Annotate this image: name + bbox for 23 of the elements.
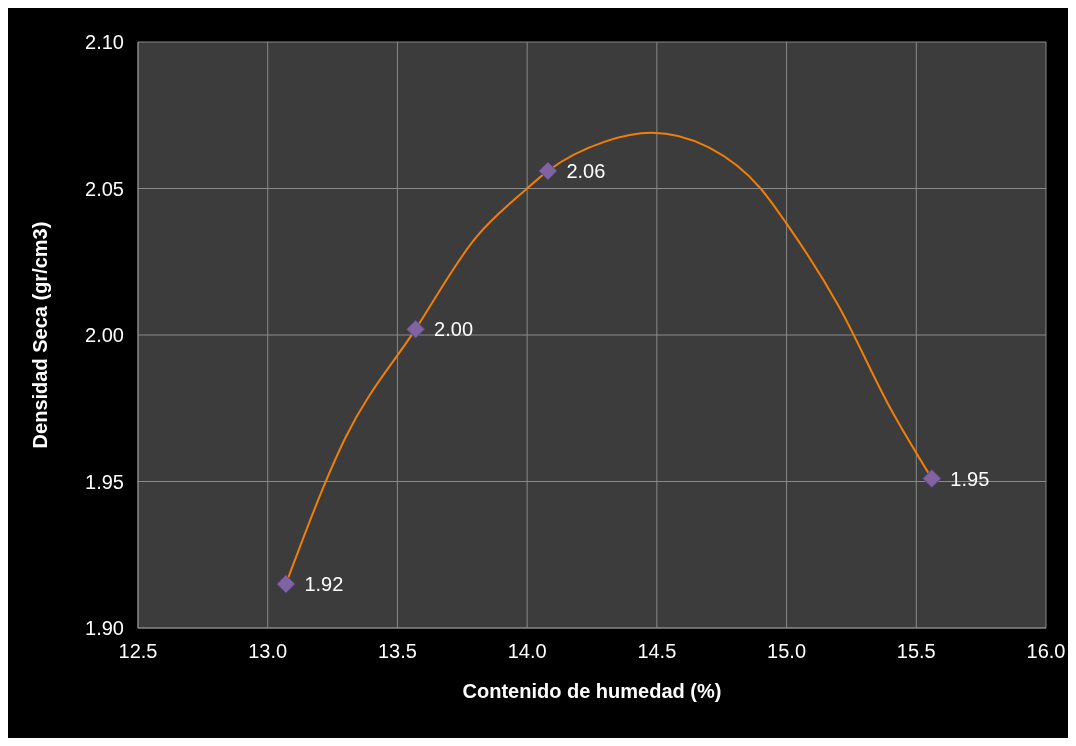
y-tick-label: 1.90: [85, 617, 124, 640]
y-tick-label: 1.95: [85, 470, 124, 493]
y-tick-label: 2.00: [85, 324, 124, 347]
x-tick-label: 14.0: [507, 640, 547, 663]
data-label: 2.00: [434, 318, 474, 341]
x-tick-label: 12.5: [118, 640, 158, 663]
x-tick-label: 15.5: [896, 640, 936, 663]
x-tick-label: 16.0: [1026, 640, 1066, 663]
point: [922, 469, 942, 489]
point: [538, 161, 558, 181]
x-axis-title: Contenido de humedad (%): [462, 680, 722, 702]
y-axis-title: Densidad Seca (gr/cm3): [29, 221, 52, 449]
y-tick-label: 2.10: [85, 31, 124, 54]
point: [406, 319, 426, 339]
x-tick-label: 13.0: [248, 640, 288, 663]
x-tick-label: 14.5: [637, 640, 677, 663]
point: [276, 574, 296, 594]
y-tick-label: 2.05: [85, 177, 124, 200]
data-label: 1.92: [304, 573, 344, 596]
data-label: 1.95: [950, 467, 990, 490]
x-tick-label: 13.5: [377, 640, 417, 663]
data-label: 2.06: [566, 160, 606, 183]
x-tick-label: 15.0: [767, 640, 807, 663]
